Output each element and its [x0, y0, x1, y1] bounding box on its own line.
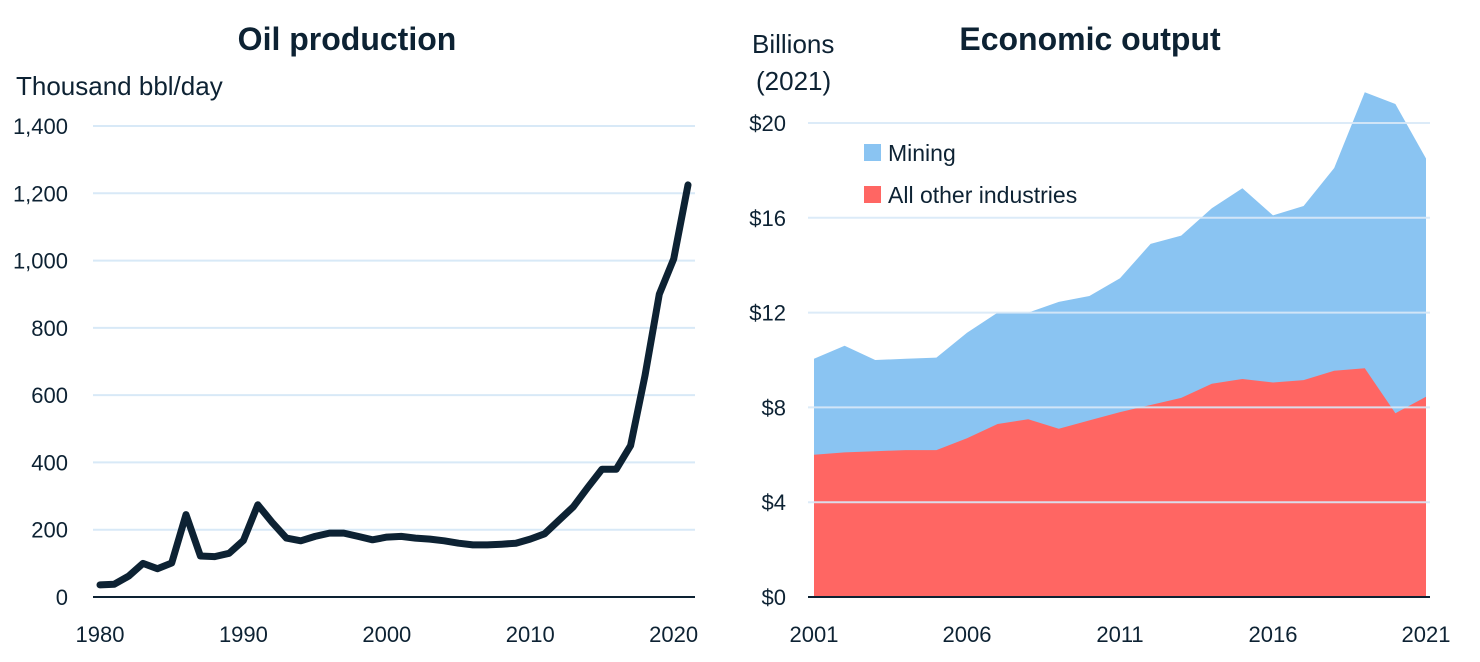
- oil-x-tick-label: 2020: [649, 622, 698, 647]
- oil-y-tick-label: 1,000: [13, 249, 68, 274]
- oil-y-tick-label: 600: [31, 383, 68, 408]
- oil-y-tick-label: 200: [31, 518, 68, 543]
- oil-y-tick-label: 1,400: [13, 114, 68, 139]
- economy-x-tick-label: 2001: [790, 622, 839, 647]
- oil-x-tick-label: 2000: [362, 622, 411, 647]
- oil-y-tick-label: 800: [31, 316, 68, 341]
- economy-areas: [814, 92, 1426, 597]
- other-industries-area: [814, 368, 1426, 597]
- economy-y-tick-label: $8: [762, 395, 786, 420]
- economy-y-tick-label: $4: [762, 490, 786, 515]
- oil-production-line: [96, 181, 692, 589]
- oil-y-ticks: 0 200 400 600 800 1,000 1,200 1,400: [13, 114, 68, 610]
- economy-x-tick-label: 2006: [943, 622, 992, 647]
- economic-output-chart: Economic output Billions (2021) $0 $4 $8 $1…: [749, 21, 1450, 647]
- economy-y-ticks: $0 $4 $8 $12 $16 $20: [749, 111, 786, 610]
- oil-x-tick-label: 1990: [219, 622, 268, 647]
- oil-x-tick-label: 2010: [506, 622, 555, 647]
- economy-y-axis-label-line2: (2021): [756, 66, 831, 96]
- legend-other-industries-swatch: [864, 186, 881, 203]
- economy-x-tick-label: 2021: [1402, 622, 1451, 647]
- economy-x-tick-label: 2011: [1096, 622, 1143, 647]
- oil-y-axis-label: Thousand bbl/day: [16, 71, 223, 101]
- economy-x-ticks: 2001 2006 2011 2016 2021: [790, 622, 1451, 647]
- economy-y-tick-label: $20: [749, 111, 786, 136]
- oil-y-tick-label: 400: [31, 450, 68, 475]
- economy-y-tick-label: $16: [749, 206, 786, 231]
- oil-x-tick-label: 1980: [76, 622, 125, 647]
- economy-y-axis-label-line1: Billions: [752, 29, 834, 59]
- economy-y-tick-label: $0: [762, 585, 786, 610]
- economy-y-tick-label: $12: [749, 301, 786, 326]
- oil-chart-title: Oil production: [238, 21, 457, 57]
- economy-legend: Mining All other industries: [864, 140, 1077, 208]
- legend-mining-swatch: [864, 144, 881, 161]
- economy-chart-title: Economic output: [959, 21, 1221, 57]
- oil-y-tick-label: 0: [56, 585, 68, 610]
- legend-other-industries-label: All other industries: [888, 182, 1077, 208]
- oil-production-chart: Oil production Thousand bbl/day 0 200 400 6…: [13, 21, 698, 647]
- oil-gridlines: [93, 125, 695, 531]
- economy-x-tick-label: 2016: [1249, 622, 1298, 647]
- economy-gridlines: [808, 122, 1430, 504]
- oil-y-tick-label: 1,200: [13, 181, 68, 206]
- oil-x-ticks: 1980 1990 2000 2010 2020: [76, 622, 699, 647]
- legend-mining-label: Mining: [888, 140, 956, 166]
